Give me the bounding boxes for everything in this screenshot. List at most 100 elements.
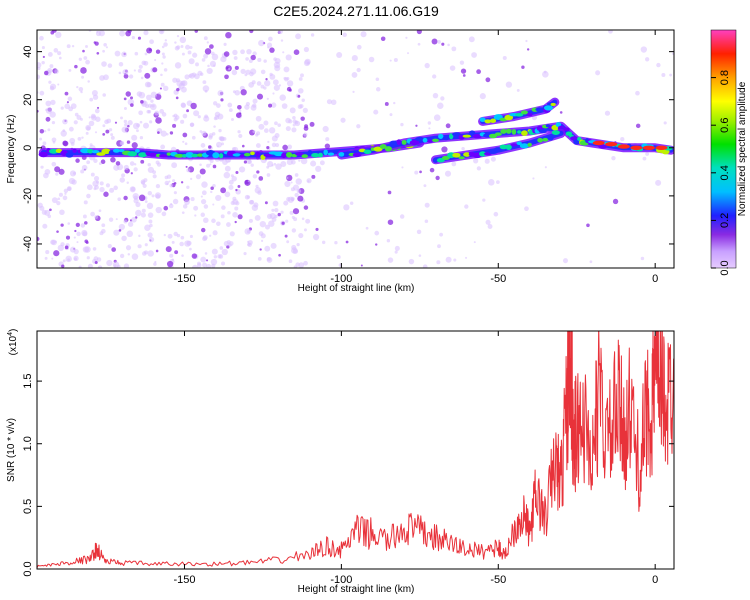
- spectrogram-noise-point: [80, 169, 85, 174]
- spectrogram-noise-point: [281, 103, 288, 109]
- spectrogram-noise-point: [138, 110, 143, 116]
- spectrogram-noise-point: [108, 128, 113, 132]
- spectrogram-noise-point: [240, 89, 247, 96]
- spectrogram-track-blob: [91, 150, 100, 154]
- spectrogram-noise-point: [94, 215, 99, 219]
- spectrogram-noise-point: [393, 101, 396, 105]
- spectrogram-noise-point: [288, 119, 293, 124]
- spectrogram-noise-point: [298, 88, 304, 94]
- spectrogram-noise-point: [322, 125, 329, 133]
- spectrogram-noise-point: [133, 69, 136, 72]
- spectrogram-noise-point: [526, 48, 530, 51]
- spectrogram-noise-point: [149, 120, 153, 124]
- spectrogram-noise-point: [113, 164, 120, 171]
- spectrogram-noise-point: [185, 44, 191, 50]
- spectrogram-noise-point: [485, 77, 491, 83]
- spectrogram-noise-point: [255, 143, 261, 148]
- spectrogram-noise-point: [127, 221, 134, 227]
- snr-y-axis-label: SNR (10 * v/v): [6, 418, 17, 482]
- spectrogram-noise-point: [94, 108, 100, 114]
- spectrogram-peak-blob: [655, 145, 668, 150]
- spectrogram-noise-point: [389, 113, 393, 117]
- spectrogram-noise-point: [485, 219, 491, 225]
- spectrogram-noise-point: [292, 208, 300, 215]
- spectrogram-noise-point: [62, 118, 68, 125]
- spectrogram-noise-point: [55, 172, 59, 176]
- spectrogram-noise-point: [67, 96, 73, 102]
- spectrogram-noise-point: [169, 183, 174, 188]
- spectrogram-noise-point: [468, 36, 475, 43]
- spectrogram-noise-point: [258, 39, 265, 47]
- spectrogram-noise-point: [393, 58, 398, 63]
- spectrogram-y-tick-label: 20: [22, 94, 34, 106]
- spectrogram-noise-point: [260, 239, 264, 242]
- spectrogram-track-blob: [127, 151, 137, 157]
- spectrogram-noise-point: [165, 246, 172, 253]
- spectrogram-noise-point: [235, 112, 242, 118]
- spectrogram-noise-point: [59, 56, 62, 60]
- spectrogram-noise-point: [182, 113, 188, 119]
- spectrogram-noise-point: [265, 78, 268, 81]
- spectrogram-track-blob: [499, 144, 508, 150]
- spectrogram-noise-point: [163, 42, 168, 47]
- spectrogram-noise-point: [586, 223, 590, 228]
- spectrogram-noise-point: [141, 208, 146, 213]
- spectrogram-noise-point: [250, 68, 257, 75]
- spectrogram-track-blob: [166, 152, 171, 156]
- spectrogram-noise-point: [298, 77, 303, 81]
- spectrogram-noise-point: [88, 120, 95, 127]
- spectrogram-noise-point: [50, 30, 55, 35]
- spectrogram-noise-point: [589, 260, 593, 264]
- spectrogram-track-blob: [174, 153, 185, 158]
- spectrogram-noise-point: [131, 36, 135, 40]
- spectrogram-noise-point: [356, 44, 362, 50]
- spectrogram-noise-point: [460, 68, 467, 74]
- spectrogram-noise-point: [172, 179, 176, 183]
- spectrogram-noise-point: [144, 243, 148, 247]
- spectrogram-noise-point: [144, 224, 151, 231]
- spectrogram-noise-point: [244, 104, 250, 110]
- spectrogram-noise-point: [221, 248, 228, 256]
- spectrogram-noise-point: [186, 168, 191, 173]
- snr-scale-label: (x104): [7, 329, 19, 356]
- spectrogram-noise-point: [51, 161, 57, 167]
- spectrogram-track-blob: [438, 133, 444, 139]
- spectrogram-noise-point: [144, 72, 151, 79]
- spectrogram-noise-point: [279, 94, 286, 101]
- spectrogram-track-blob: [511, 129, 517, 135]
- spectrogram-noise-point: [62, 129, 66, 132]
- spectrogram-noise-point: [206, 259, 209, 262]
- spectrogram-track-blob: [318, 152, 323, 158]
- spectrogram-noise-point: [516, 88, 520, 92]
- spectrogram-noise-point: [103, 74, 109, 81]
- spectrogram-noise-point: [168, 203, 174, 209]
- spectrogram-noise-point: [143, 178, 148, 183]
- spectrogram-noise-point: [264, 245, 271, 252]
- spectrogram-noise-point: [118, 61, 124, 67]
- spectrogram-noise-point: [431, 38, 438, 45]
- spectrogram-noise-point: [544, 166, 547, 169]
- spectrogram-noise-point: [78, 86, 84, 92]
- spectrogram-noise-point: [94, 131, 98, 134]
- spectrogram-noise-point: [292, 123, 296, 127]
- spectrogram-track-blob: [72, 148, 77, 153]
- snr-panel: -150 -100 -50 0 0.0 0.5 1.0 1.5 Height of strai…: [6, 329, 675, 595]
- spectrogram-noise-point: [303, 228, 307, 232]
- spectrogram-noise-point: [45, 100, 52, 107]
- spectrogram-noise-point: [81, 75, 85, 79]
- spectrogram-noise-point: [131, 253, 139, 260]
- spectrogram-track-blob: [436, 158, 445, 163]
- spectrogram-noise-point: [427, 121, 432, 125]
- spectrogram-noise-point: [272, 200, 279, 207]
- spectrogram-noise-point: [45, 250, 50, 255]
- spectrogram-noise-point: [163, 68, 168, 72]
- colorbar-tick-label: 0.0: [719, 260, 731, 275]
- spectrogram-noise-point: [45, 107, 53, 114]
- spectrogram-noise-point: [148, 236, 155, 243]
- spectrogram-noise-point: [174, 250, 179, 255]
- spectrogram-noise-point: [256, 93, 264, 100]
- spectrogram-noise-point: [73, 257, 77, 261]
- spectrogram-noise-point: [45, 116, 51, 122]
- spectrogram-noise-point: [464, 256, 468, 259]
- spectrogram-noise-point: [96, 106, 100, 109]
